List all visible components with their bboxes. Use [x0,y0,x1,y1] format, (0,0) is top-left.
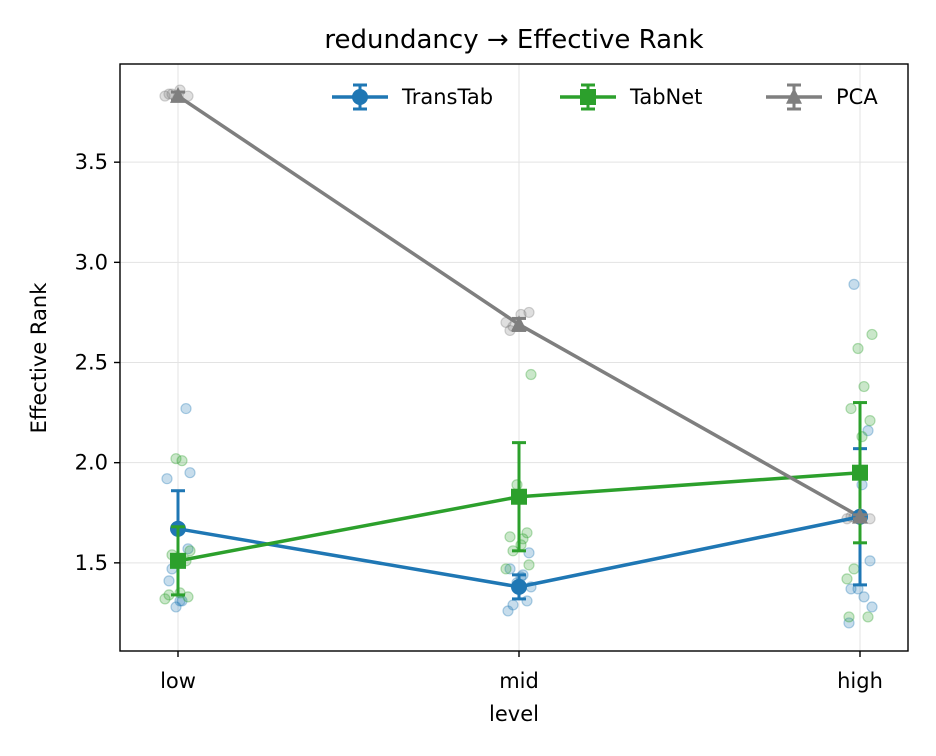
y-tick-label: 2.0 [75,451,108,475]
tabnet-raw-point [858,380,870,393]
legend-pca-label: PCA [836,85,878,109]
tabnet-marker [170,552,186,569]
transtab-raw-point [858,591,870,603]
tabnet-raw-point [864,415,876,427]
transtab-raw-point [184,467,196,479]
axes: 1.5 2.0 2.5 3.0 3.5 low mid high [75,150,883,693]
transtab-raw-point [163,575,175,587]
transtab-raw-point [180,402,192,415]
pca-marker [511,315,527,332]
chart-title: redundancy → Effective Rank [324,25,703,55]
tabnet-raw-point [504,531,516,543]
transtab-raw-point [845,583,857,595]
tabnet-raw-point [523,559,535,571]
pca-raw-point [523,306,535,319]
legend-tabnet-label: TabNet [629,85,702,109]
y-tick-label: 3.5 [75,150,108,174]
tabnet-raw-point [159,593,171,605]
transtab-raw-point [523,547,535,559]
tabnet-raw-point [176,455,188,467]
tabnet-raw-point [841,573,853,585]
y-tick-label: 3.0 [75,250,108,274]
tabnet-raw-point [170,453,182,465]
series-markers [170,86,868,601]
plot-frame [119,63,909,652]
legend-transtab-label: TransTab [401,85,493,109]
legend-transtab-marker [352,89,368,105]
tabnet-raw-point [182,591,194,603]
legend-tabnet-marker [580,89,596,105]
pca-marker [852,507,868,524]
grid [120,64,908,651]
x-axis-label: level [489,702,539,726]
pca-marker [170,86,186,103]
tabnet-marker [852,464,868,481]
y-tick-label: 2.5 [75,351,108,375]
transtab-raw-point [161,473,173,485]
legend-pca-marker [786,87,802,104]
transtab-raw-point [862,425,874,437]
transtab-raw-point [866,601,878,613]
transtab-raw-point [843,617,855,629]
transtab-marker [511,578,527,595]
x-tick-label: high [837,669,883,693]
transtab-raw-point [504,563,516,575]
tabnet-raw-point [184,545,196,557]
tabnet-raw-point [862,611,874,623]
legend: TransTab TabNet PCA [332,83,878,111]
y-axis-label: Effective Rank [27,282,51,434]
transtab-raw-point [864,555,876,567]
tabnet-raw-point [866,328,878,341]
tabnet-raw-point [843,611,855,623]
tabnet-marker [511,488,527,505]
y-tick-label: 1.5 [75,551,108,575]
tabnet-raw-point [848,563,860,575]
tabnet-raw-point [525,368,537,381]
transtab-raw-point [502,605,514,617]
pca-raw-point [159,90,171,102]
transtab-raw-point [182,543,194,555]
tabnet-raw-point [521,527,533,539]
tabnet-raw-point [845,402,857,415]
x-tick-label: low [160,669,196,693]
tabnet-raw-point [852,342,864,355]
tabnet-raw-point [500,563,512,575]
x-tick-label: mid [499,669,539,693]
transtab-raw-point [848,278,860,290]
transtab-raw-point [170,601,182,613]
